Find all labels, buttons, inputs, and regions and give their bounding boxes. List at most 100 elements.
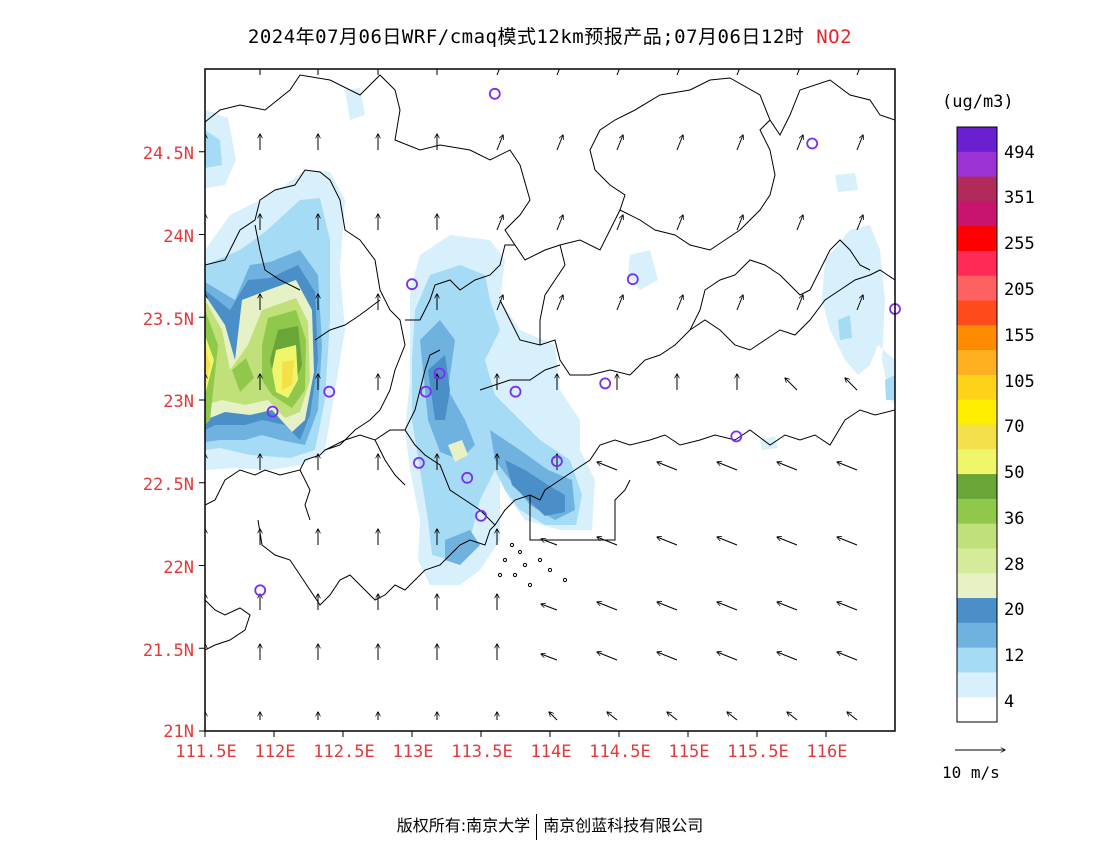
colorbar-swatch [957,573,997,599]
concentration-contour [205,130,222,168]
lon-label: 116E [806,742,848,762]
lon-label: 112.5E [313,742,375,762]
wind-arrow [717,602,738,611]
lon-label: 115E [668,742,710,762]
lat-label: 24.5N [142,144,194,164]
wind-arrow [787,712,798,721]
boundary-line [374,439,406,486]
wind-arrow [837,602,858,611]
colorbar-swatch [957,300,997,326]
colorbar-swatch [957,622,997,649]
station-marker [254,584,267,597]
monitor-stations [254,87,901,597]
footer-divider [536,813,538,840]
colorbar-frame [956,126,998,723]
wind-arrow [717,537,738,546]
wind-arrow [657,602,678,611]
wind-arrow [736,135,743,151]
wind-arrow [856,295,863,311]
island [497,572,503,578]
wind-arrow [556,135,563,151]
colorbar-unit: (ug/m3) [942,92,1014,112]
colorbar-swatch [957,697,997,723]
lon-label: 112E [254,742,296,762]
wind-arrow [616,135,623,151]
boundary-line [405,244,515,321]
colorbar-label: 70 [1004,417,1025,437]
station-marker [323,385,336,398]
island [527,582,533,588]
station-marker [266,405,279,418]
footer-right: 南京创蓝科技有限公司 [543,816,704,835]
boundary-line [404,349,441,431]
island [537,557,543,563]
boundary-line [299,469,311,521]
island [512,572,518,578]
station-marker [461,471,474,484]
station-marker [599,377,612,390]
wind-arrow [597,602,618,611]
wind-arrow [597,537,618,546]
colorbar-swatch [957,399,997,425]
colorbar-label: 205 [1004,280,1035,300]
copyright-footer: 版权所有:南京大学 南京创蓝科技有限公司 [0,812,1100,840]
footer-left: 版权所有:南京大学 [396,816,531,835]
wind-arrow [496,135,503,151]
colorbar-swatch [957,201,997,227]
wind-arrow [856,135,863,151]
colorbar-swatch [957,498,997,525]
lon-label: 114E [530,742,572,762]
wind-arrow [607,712,618,721]
wind-arrow [777,537,798,546]
colorbar-label: 28 [1004,555,1025,575]
lat-label: 21.5N [142,641,194,661]
island [547,567,553,573]
wind-arrow [657,537,678,546]
colorbar-swatch [957,275,997,302]
concentration-contour [428,355,565,516]
wind-arrow [856,215,863,231]
concentration-contour [838,315,895,400]
lat-label: 21N [163,722,194,742]
lat-label: 24N [163,227,194,247]
wind-arrow [736,69,740,76]
boundary-line [254,224,301,291]
wind-arrow [796,295,803,311]
wind-arrow [556,295,563,311]
map-title: 2024年07月06日WRF/cmaq模式12km预报产品;07月06日12时 … [0,22,1100,49]
station-marker [730,430,743,443]
boundary-line [314,299,381,341]
lat-label: 22N [163,558,194,578]
colorbar-swatch [957,374,997,401]
colorbar-swatch [957,647,997,673]
lat-label: 22.5N [142,475,194,495]
boundary-line [619,119,776,251]
wind-arrow [847,712,858,721]
wind-arrow [541,604,558,611]
station-marker [626,273,639,286]
colorbar-swatch [957,474,997,500]
wind-arrow [676,135,683,151]
axis-ticks [199,151,827,737]
wind-arrow [556,215,563,231]
wind-arrow [496,69,500,76]
colorbar-label: 36 [1004,509,1025,529]
colorbar-label: 351 [1004,188,1035,208]
lat-label: 23N [163,392,194,412]
island [517,549,523,555]
wind-arrow [717,462,738,471]
wind-arrow [837,462,858,471]
boundary-line [479,364,561,391]
station-marker [488,87,501,100]
title-text: 2024年07月06日WRF/cmaq模式12km预报产品;07月06日12时 [247,26,805,48]
colorbar-label: 105 [1004,372,1035,392]
wind-arrow [616,215,623,231]
wind-arrow [837,652,858,661]
colorbar-swatch [957,325,997,351]
wind-arrow [657,462,678,471]
colorbar-swatch [957,672,997,698]
wind-arrow [657,652,678,661]
colorbar [956,126,998,723]
lon-label: 113E [392,742,434,762]
pollutant-name: NO2 [816,26,853,48]
